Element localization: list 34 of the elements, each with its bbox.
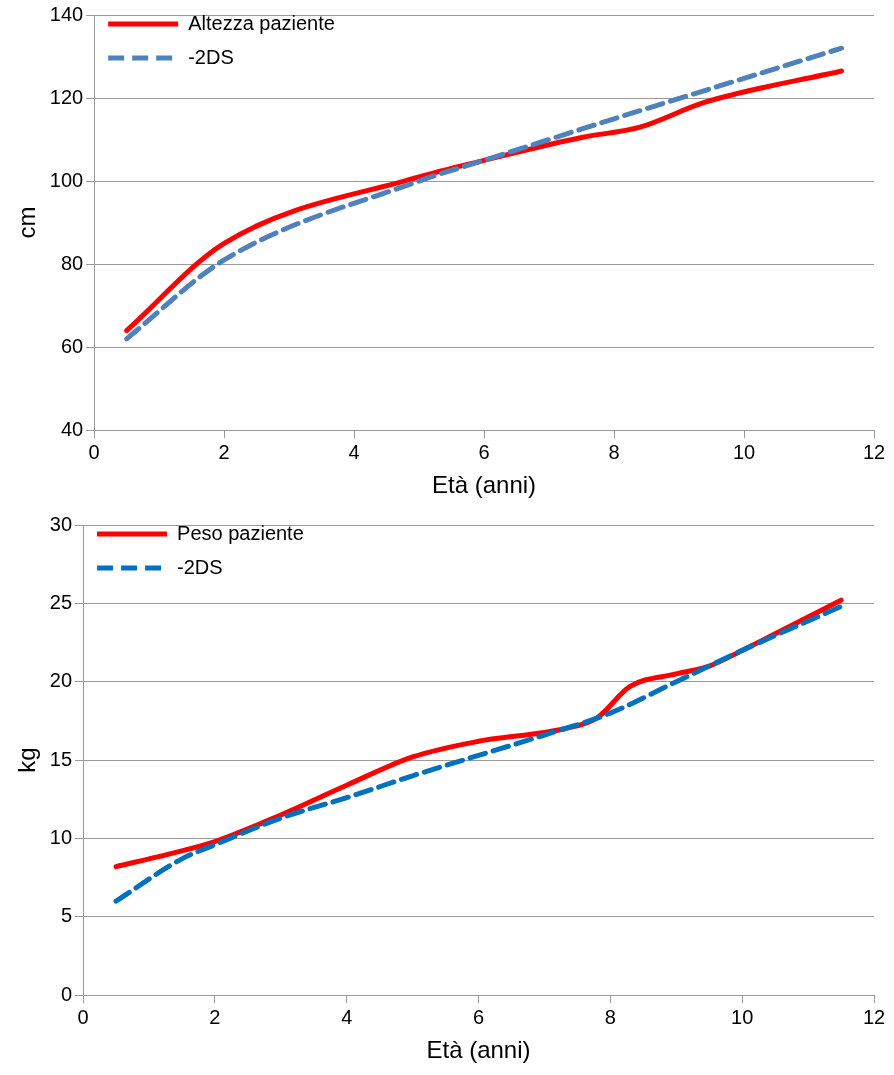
x-tick-label: 10 bbox=[731, 1005, 754, 1028]
legend-label: -2DS bbox=[188, 45, 234, 68]
x-tick-label: 6 bbox=[472, 1005, 485, 1028]
x-tick-label: 10 bbox=[732, 440, 756, 463]
x-tick-label: 4 bbox=[341, 1005, 353, 1028]
y-tick-label: 5 bbox=[60, 904, 73, 927]
x-tick-label: 4 bbox=[348, 440, 360, 463]
x-tick-label: 8 bbox=[604, 1005, 616, 1028]
y-tick-label: 10 bbox=[49, 825, 73, 848]
x-axis-title: Età (anni) bbox=[426, 1036, 531, 1064]
x-tick-label: 12 bbox=[862, 440, 886, 463]
y-tick-label: 40 bbox=[60, 417, 84, 440]
x-tick-label: 6 bbox=[478, 440, 490, 463]
x-axis-title: Età (anni) bbox=[432, 471, 537, 499]
y-axis-title: kg bbox=[13, 747, 41, 773]
x-tick-label: 2 bbox=[209, 1005, 221, 1028]
legend-label: -2DS bbox=[177, 555, 223, 578]
y-tick-label: 0 bbox=[60, 982, 73, 1005]
y-axis-title: cm bbox=[13, 206, 41, 239]
y-tick-label: 25 bbox=[49, 590, 73, 613]
y-tick-label: 15 bbox=[49, 747, 73, 770]
y-tick-label: 140 bbox=[49, 2, 84, 25]
x-tick-label: 2 bbox=[218, 440, 230, 463]
legend-label: Altezza paziente bbox=[188, 11, 335, 34]
y-tick-label: 80 bbox=[60, 251, 84, 274]
x-tick-label: 12 bbox=[862, 1005, 886, 1028]
y-tick-label: 120 bbox=[49, 85, 84, 108]
y-tick-label: 20 bbox=[49, 669, 73, 692]
x-tick-label: 0 bbox=[88, 440, 100, 463]
y-tick-label: 30 bbox=[49, 512, 73, 535]
x-tick-label: 8 bbox=[608, 440, 620, 463]
y-tick-label: 100 bbox=[49, 168, 84, 191]
y-tick-label: 60 bbox=[60, 334, 84, 357]
legend-label: Peso paziente bbox=[177, 521, 304, 544]
